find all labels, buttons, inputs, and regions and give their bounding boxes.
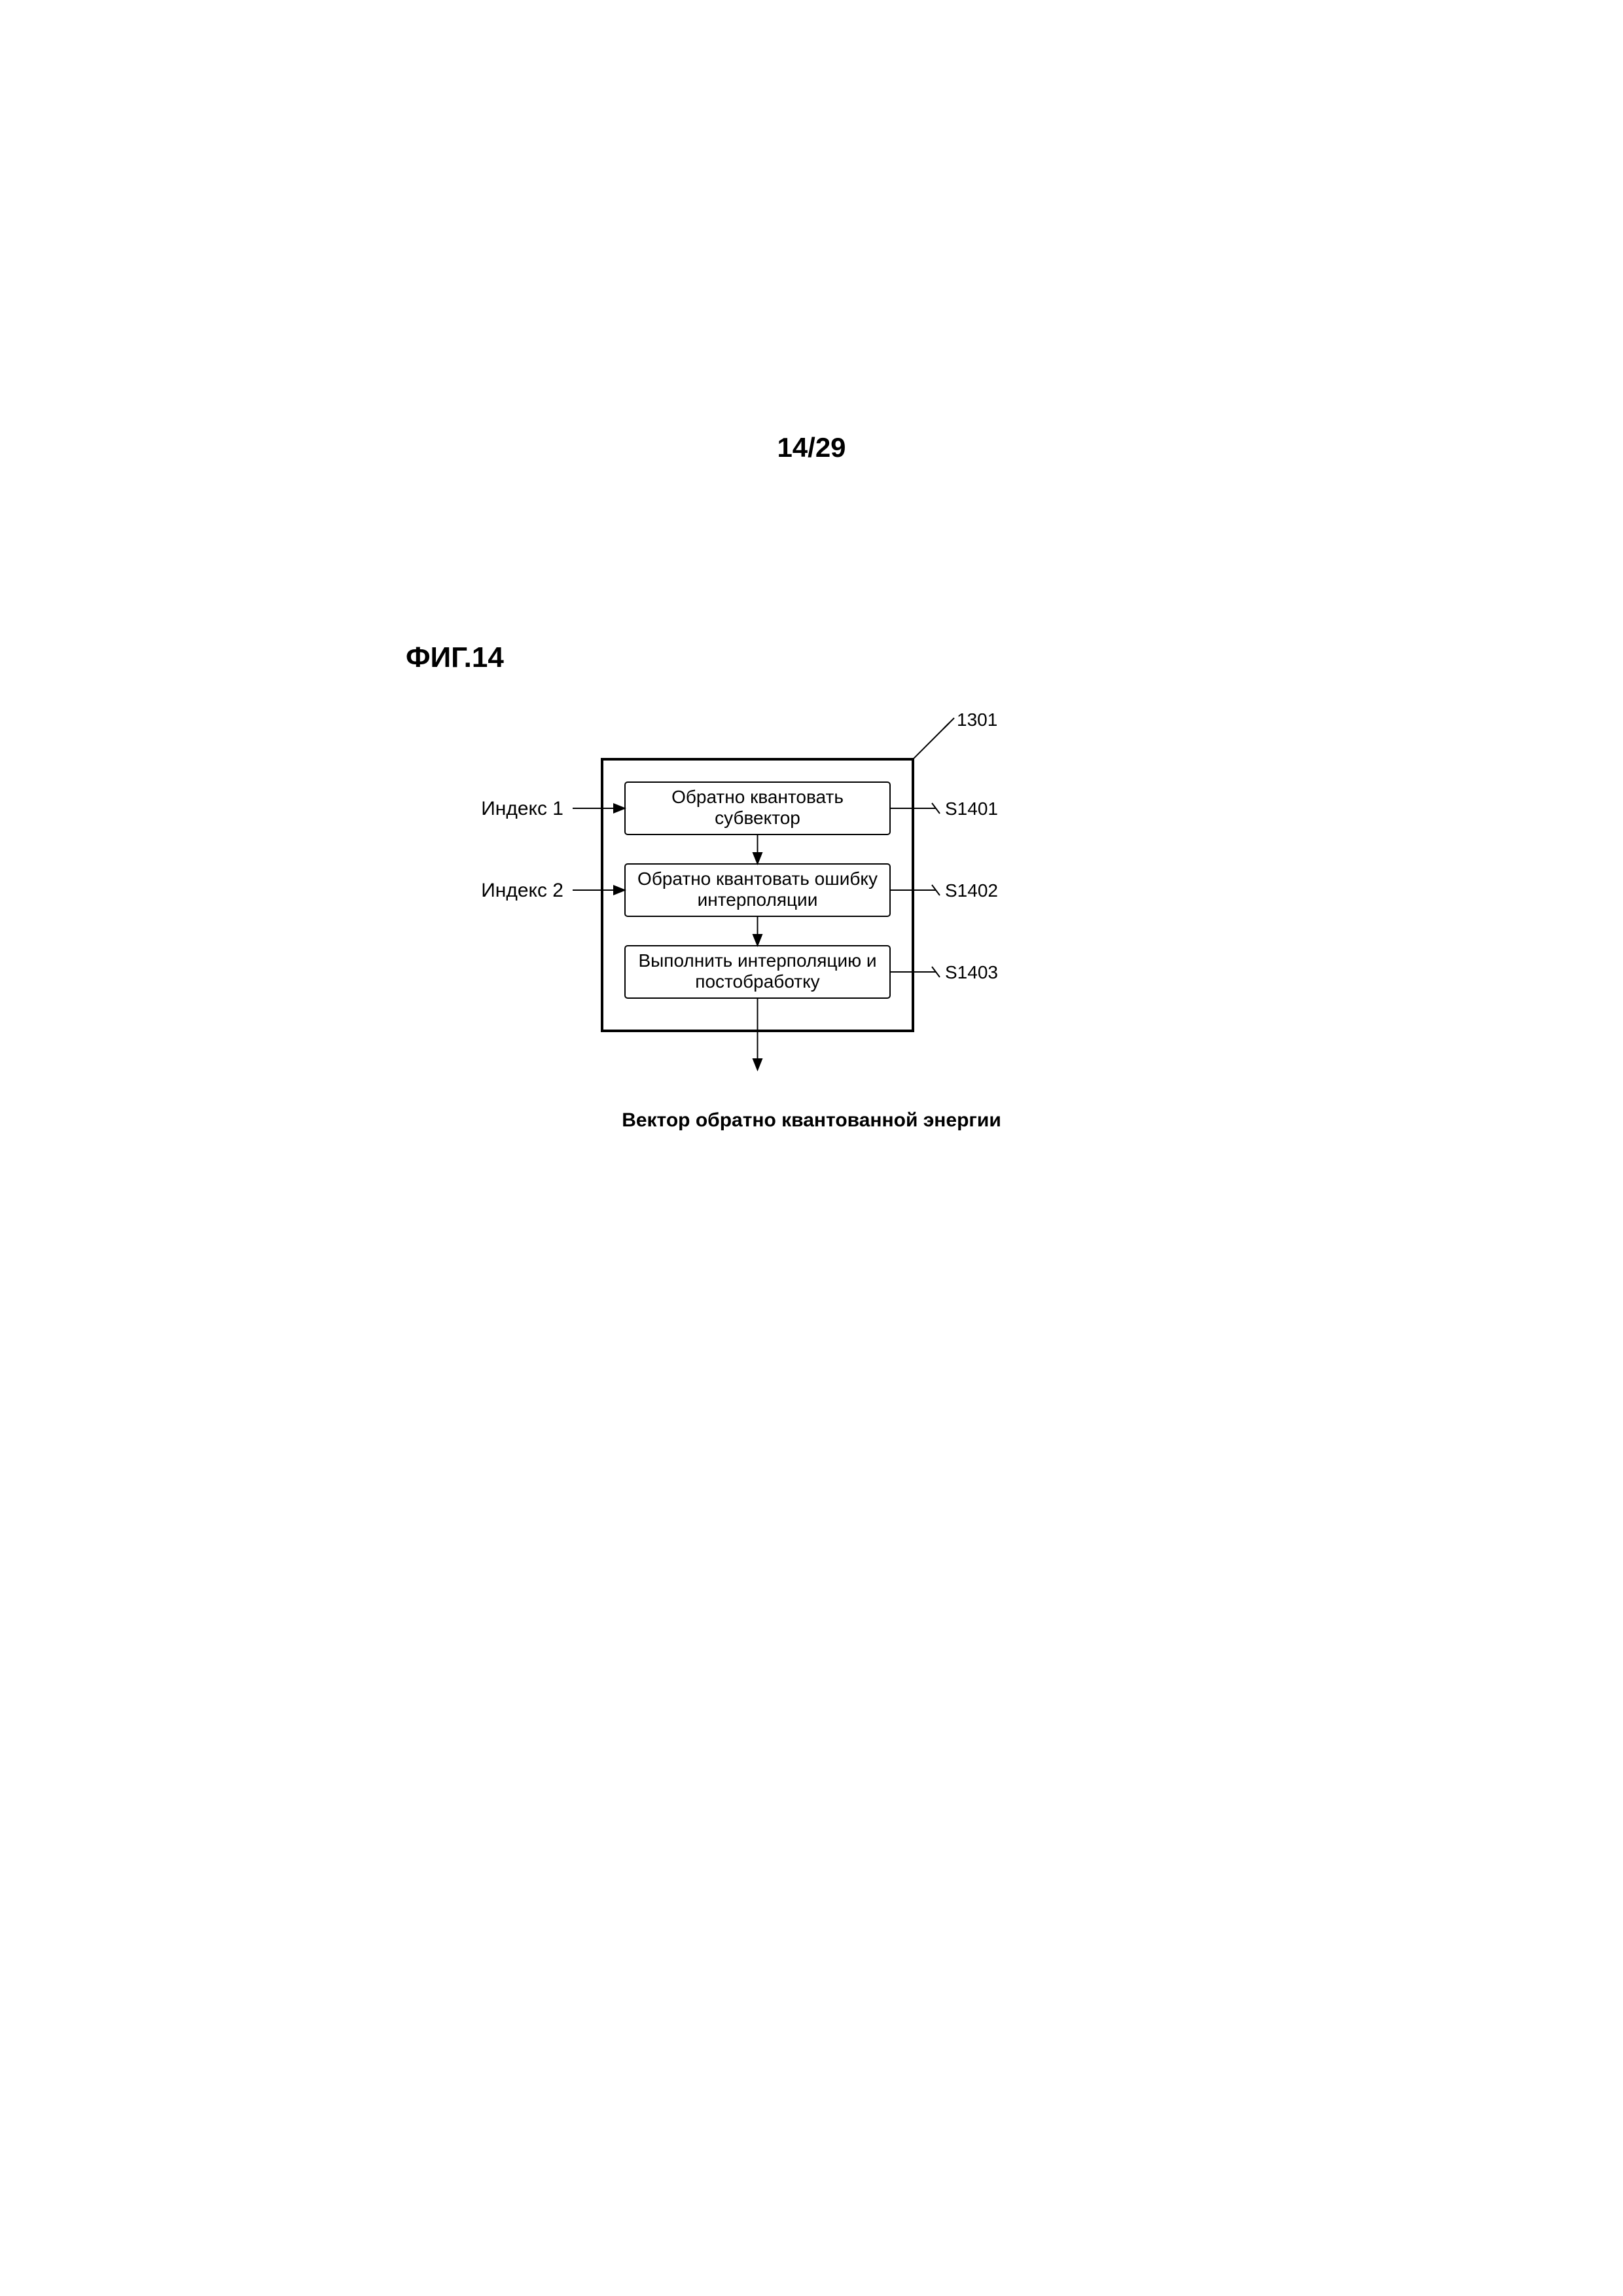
flowchart: 1301 Обратно квантоватьсубвектор S1401 Инде…: [406, 713, 1217, 1093]
process-label-2-line2: интерполяции: [698, 889, 818, 910]
process-label-3-line2: постобработку: [695, 971, 819, 992]
step-ref-label-3: S1403: [945, 962, 998, 982]
process-label-2-line1: Обратно квантовать ошибку: [637, 869, 878, 889]
page: 14/29 ФИГ.14 1301 Обратно квантоватьсубве…: [0, 0, 1623, 2296]
container-ref-label: 1301: [957, 713, 997, 730]
figure-title: ФИГ.14: [406, 641, 504, 674]
input-label-1: Индекс 1: [481, 798, 563, 819]
process-label-3-line1: Выполнить интерполяцию и: [638, 950, 876, 971]
process-label-1-line1: Обратно квантовать: [671, 787, 844, 807]
step-ref-label-2: S1402: [945, 880, 998, 901]
container-ref-tick: [944, 718, 954, 728]
page-number: 14/29: [0, 432, 1623, 463]
output-label: Вектор обратно квантованной энергии: [406, 1109, 1217, 1132]
process-label-1-line2: субвектор: [715, 808, 800, 828]
input-label-2: Индекс 2: [481, 880, 563, 901]
container-ref-line: [913, 723, 949, 759]
step-ref-label-1: S1401: [945, 798, 998, 819]
flowchart-svg: 1301 Обратно квантоватьсубвектор S1401 Инде…: [406, 713, 1217, 1093]
